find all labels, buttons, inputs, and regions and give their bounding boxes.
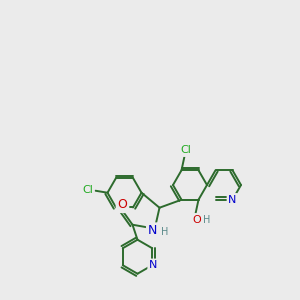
Text: O: O — [118, 198, 128, 211]
Text: O: O — [192, 215, 201, 225]
Text: N: N — [148, 224, 157, 237]
Text: N: N — [228, 195, 237, 205]
Text: H: H — [203, 215, 210, 225]
Text: Cl: Cl — [180, 145, 191, 155]
Text: H: H — [161, 227, 168, 237]
Text: N: N — [149, 260, 158, 270]
Text: Cl: Cl — [82, 185, 93, 195]
